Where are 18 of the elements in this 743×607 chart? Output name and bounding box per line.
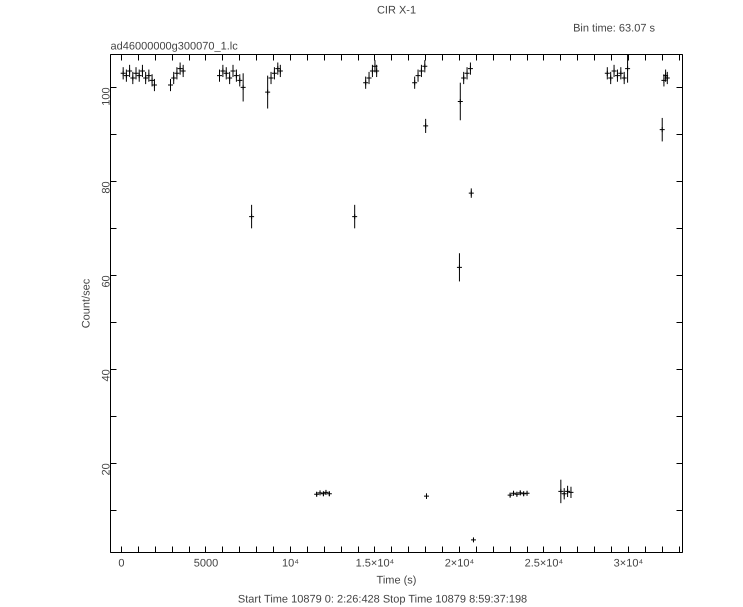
x-axis-title: Time (s) [376,574,416,586]
y-tick-label: 60 [100,275,112,288]
y-axis-title: Count/sec [80,278,92,328]
y-tick-label: 40 [100,369,112,382]
x-tick-label: 5000 [194,558,218,570]
x-tick-label: 10⁴ [282,558,300,570]
x-tick-label: 2.5×10⁴ [524,558,564,570]
text: Bin time: 63.07 s [573,22,656,34]
x-tick-label: 2×10⁴ [444,558,474,570]
text: ad46000000g300070_1.lc [110,40,238,52]
x-tick-label: 0 [118,558,125,570]
x-tick-label: 3×10⁴ [614,558,644,570]
x-tick-label: 1.5×10⁴ [356,558,395,570]
y-tick-label: 20 [100,463,112,476]
y-tick-label: 80 [100,181,112,194]
chart-title: CIR X-1 [376,4,416,16]
y-tick-label: 100 [100,87,112,106]
text: Start Time 10879 0: 2:26:428 Stop Time 10879 8:59:37:198 [238,594,528,606]
